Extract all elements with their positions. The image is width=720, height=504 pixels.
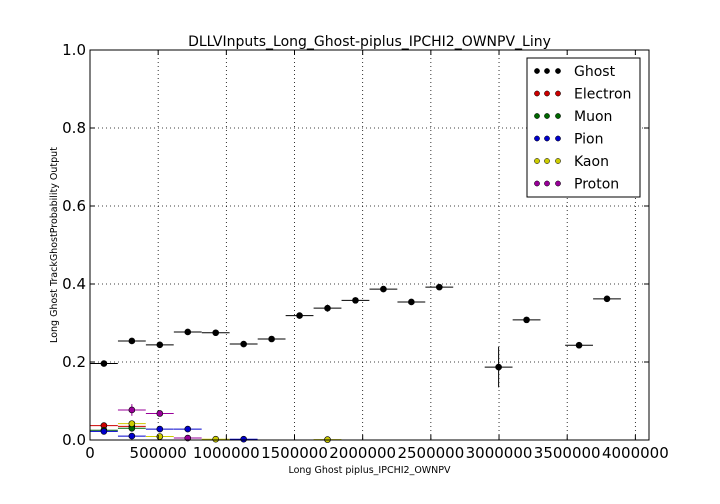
legend-marker [544, 68, 550, 74]
legend-marker [544, 113, 550, 119]
legend-entry-ghost: Ghost [534, 64, 616, 80]
x-tick-label: 2000000 [329, 444, 396, 462]
axis-ticks: 0 500000 1000000 1500000 2000000 2500000 30000… [62, 41, 669, 462]
data-point [240, 340, 247, 348]
legend-label: Muon [574, 109, 612, 125]
legend-entry-kaon: Kaon [534, 154, 609, 170]
data-point [408, 298, 415, 306]
legend-marker [544, 158, 550, 164]
legend-marker [544, 180, 550, 187]
data-point [156, 341, 164, 349]
x-tick-label: 2500000 [397, 444, 464, 462]
data-point [156, 410, 164, 417]
legend-marker [555, 158, 561, 164]
data-point [380, 285, 387, 293]
legend-marker [555, 180, 561, 187]
series-ghost [90, 283, 621, 388]
data-point [100, 360, 108, 367]
data-point [268, 335, 275, 343]
chart-title: DLLVInputs_Long_Ghost-piplus_IPCHI2_OWNP… [188, 34, 551, 50]
legend-marker [555, 68, 561, 74]
y-tick-label: 0.0 [62, 431, 86, 449]
data-point [296, 312, 303, 319]
legend-box [526, 57, 641, 198]
data-point [575, 341, 583, 349]
series-kaon [117, 420, 342, 443]
data-point [128, 337, 136, 345]
data-point [495, 363, 502, 371]
legend-entry-muon: Muon [534, 109, 612, 125]
plot-frame [89, 49, 650, 441]
legend-marker [544, 90, 550, 97]
data-point [240, 435, 247, 443]
data-point [603, 295, 611, 303]
y-tick-label: 0.2 [62, 353, 86, 371]
series-pion [90, 425, 258, 443]
data-point [156, 425, 164, 433]
data-point [184, 328, 192, 336]
y-tick-label: 1.0 [62, 41, 86, 59]
legend-label: Proton [574, 177, 619, 193]
data-point [128, 432, 136, 440]
y-tick-label: 0.8 [62, 119, 86, 137]
data-point [352, 297, 359, 304]
data-point [523, 316, 530, 324]
x-tick-label: 1000000 [193, 444, 260, 462]
legend-entry-pion: Pion [534, 132, 603, 148]
data-point [212, 329, 220, 337]
legend-label: Ghost [574, 64, 616, 80]
legend-label: Electron [574, 87, 631, 103]
legend-marker [555, 113, 561, 119]
y-tick-label: 0.4 [62, 275, 86, 293]
x-tick-label: 3500000 [534, 444, 601, 462]
legend-marker [555, 90, 561, 97]
legend-entry-electron: Electron [534, 87, 631, 103]
legend-marker [534, 180, 540, 187]
legend-marker [534, 90, 540, 97]
x-tick-label: 3000000 [466, 444, 533, 462]
y-axis-label: Long Ghost TrackGhostProbability Output [49, 147, 60, 343]
legend-marker [544, 135, 550, 142]
data-point [212, 435, 220, 443]
legend-label: Pion [574, 132, 603, 148]
y-tick-label: 0.6 [62, 197, 86, 215]
data-point [184, 425, 192, 433]
x-tick-label: 4000000 [602, 444, 669, 462]
legend-marker [534, 113, 540, 119]
legend-marker [555, 135, 561, 142]
data-point [100, 428, 108, 435]
data-point [324, 304, 331, 312]
x-tick-label: 0 [85, 444, 95, 462]
x-axis-label: Long Ghost piplus_IPCHI2_OWNPV [288, 465, 451, 476]
data-point [128, 420, 136, 427]
legend-marker [534, 158, 540, 164]
data-point [436, 283, 443, 291]
legend: Ghost Electron Muon Pion Kaon Proton [526, 57, 641, 198]
legend-marker [534, 135, 540, 142]
legend-label: Kaon [574, 154, 609, 170]
data-marks [90, 283, 621, 443]
legend-marker [534, 68, 540, 74]
legend-entry-proton: Proton [534, 177, 619, 193]
data-point [128, 406, 136, 414]
x-tick-label: 500000 [130, 444, 187, 462]
x-tick-label: 1500000 [261, 444, 328, 462]
